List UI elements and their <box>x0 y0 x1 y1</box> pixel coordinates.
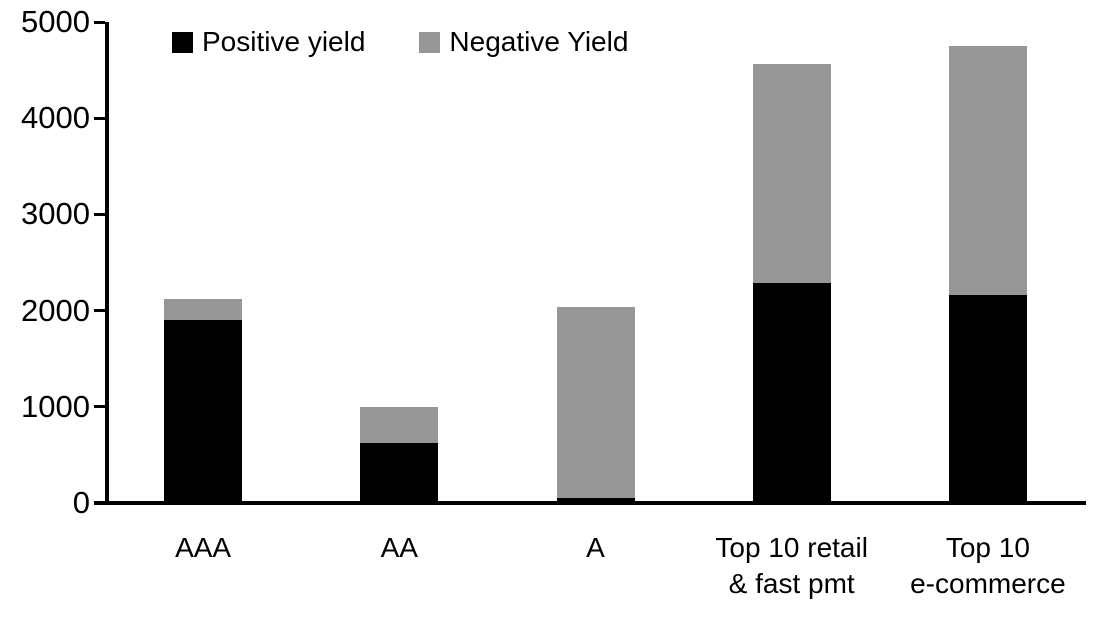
y-axis-tick-mark <box>94 20 105 24</box>
y-axis-line <box>105 22 109 505</box>
y-axis-tick-mark <box>94 405 105 409</box>
bar-segment <box>752 282 831 503</box>
legend: Positive yield Negative Yield <box>172 26 628 58</box>
bar-segment <box>556 498 635 503</box>
bar-segment <box>164 299 243 321</box>
y-axis-tick-label: 1000 <box>21 388 90 424</box>
x-axis-line <box>94 501 1086 505</box>
legend-item-negative-yield: Negative Yield <box>419 26 628 58</box>
x-axis-category-label: Top 10 e-commerce <box>910 532 1066 599</box>
y-axis-tick-mark <box>94 309 105 313</box>
legend-label-negative-yield: Negative Yield <box>449 26 629 57</box>
bar-segment <box>360 406 439 444</box>
x-axis-category-label: AAA <box>175 532 232 563</box>
y-axis-tick-label: 2000 <box>21 292 90 328</box>
bar-segment <box>752 64 831 283</box>
y-axis-tick-mark <box>94 212 105 216</box>
y-axis-tick-label: 4000 <box>21 100 90 136</box>
y-axis-tick-label: 5000 <box>21 4 90 39</box>
bar-segment <box>360 443 439 503</box>
bar-segment <box>556 306 635 499</box>
y-axis-tick-mark <box>94 116 105 120</box>
x-axis-category-label: Top 10 retail & fast pmt <box>715 532 868 599</box>
bar-segment <box>948 46 1027 296</box>
x-axis-category-label: AA <box>380 532 418 563</box>
legend-swatch-positive-yield <box>172 31 193 53</box>
bar-segment <box>164 320 243 503</box>
legend-label-positive-yield: Positive yield <box>202 26 366 57</box>
legend-item-positive-yield: Positive yield <box>172 26 365 58</box>
x-axis-category-label: A <box>586 532 605 563</box>
y-axis-tick-label: 3000 <box>21 196 90 232</box>
legend-swatch-negative-yield <box>419 31 441 53</box>
bar-segment <box>948 295 1027 503</box>
y-axis-tick-label: 0 <box>72 485 90 520</box>
